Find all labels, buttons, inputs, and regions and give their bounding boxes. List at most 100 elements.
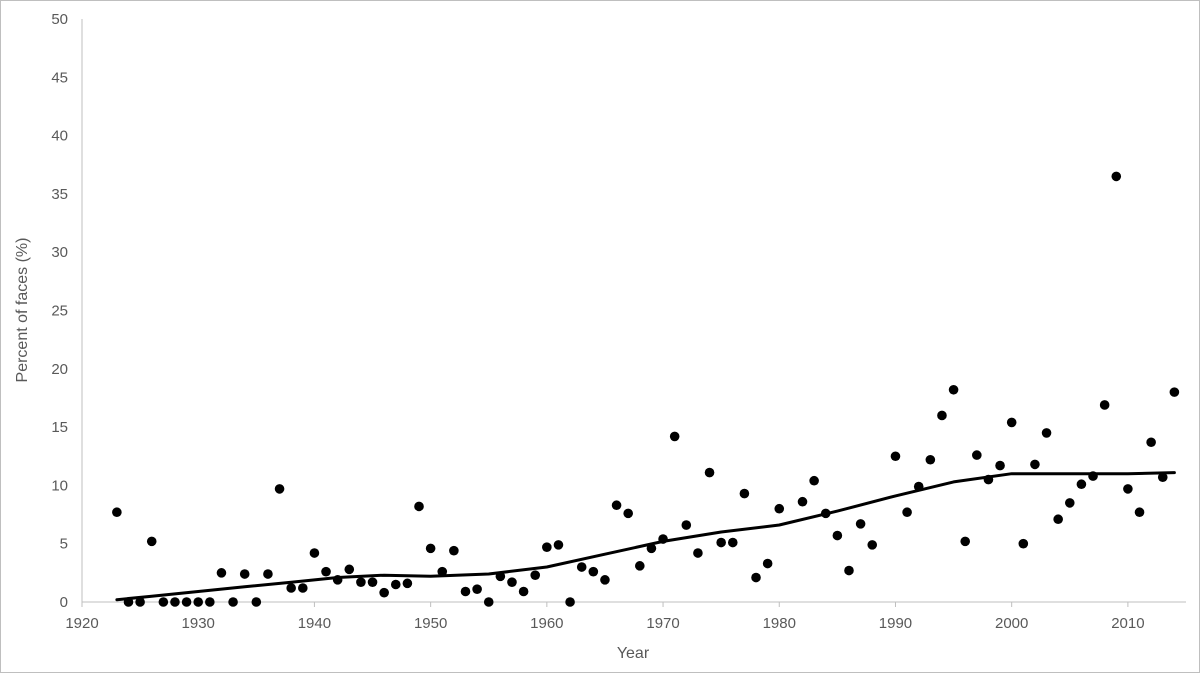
data-point [972,450,982,460]
data-point [1099,400,1110,410]
data-point [739,488,750,499]
y-tick-label: 35 [51,186,68,203]
data-point [774,503,785,514]
data-point [937,410,947,421]
data-point [1041,428,1052,438]
data-point [553,540,564,550]
data-point [263,569,273,579]
data-point [425,543,436,554]
data-point [414,501,424,512]
x-tick-label: 1970 [646,615,679,632]
data-point [460,586,471,597]
x-axis-title: Year [617,645,650,662]
data-points [112,171,1180,607]
data-point [321,566,331,577]
data-point [623,508,633,519]
y-tick-label: 25 [51,303,68,320]
data-point [239,569,250,579]
data-point [1064,498,1075,508]
data-point [1169,387,1180,397]
data-point [1111,171,1122,182]
data-point [809,475,819,486]
data-point [251,597,262,607]
data-point [855,519,866,529]
y-tick-label: 0 [60,594,68,611]
data-point [286,583,296,593]
data-point [344,564,355,575]
data-point [379,587,389,598]
data-point [507,577,517,587]
data-point [437,566,448,577]
data-point [1157,472,1168,483]
y-axis-ticks: 0 5 10 15 20 25 30 35 40 45 50 [51,11,68,611]
x-tick-label: 1930 [182,615,215,632]
data-point [449,545,459,556]
data-point [751,572,761,583]
x-tick-label: 1920 [65,615,98,632]
y-axis-title: Percent of faces (%) [14,238,31,383]
data-point [170,597,180,607]
data-point [205,597,215,607]
data-point [635,561,645,571]
y-tick-label: 10 [51,477,68,494]
data-point [1030,459,1040,470]
data-point [600,575,610,585]
data-point [390,579,401,590]
data-point [146,536,157,547]
data-point [960,536,970,547]
data-point [216,568,227,578]
y-tick-label: 20 [51,361,68,378]
x-tick-label: 2010 [1111,615,1144,632]
data-point [1134,507,1145,518]
data-point [367,577,378,587]
data-point [158,597,169,607]
x-tick-label: 1950 [414,615,447,632]
data-point [1146,437,1156,448]
data-point [867,540,878,550]
data-point [948,384,959,395]
data-point [681,520,692,530]
data-point [576,562,587,572]
data-point [356,577,366,587]
y-tick-label: 50 [51,11,68,28]
data-point [693,548,703,558]
data-point [1123,484,1133,494]
data-point [902,507,912,518]
data-point [1053,514,1063,525]
x-tick-label: 1990 [879,615,912,632]
data-point [472,584,482,594]
data-point [565,597,575,607]
data-point [483,597,494,607]
data-point [762,558,773,569]
y-tick-label: 5 [60,536,68,553]
data-point [181,597,192,607]
x-axis-ticks: 1920 1930 1940 1950 1960 1970 1980 1990 2000 2010 [65,602,1145,632]
x-tick-label: 1940 [298,615,331,632]
data-point [530,570,541,580]
y-tick-label: 15 [51,419,68,436]
data-point [925,454,936,465]
data-point [309,548,320,558]
data-point [518,586,529,597]
data-point [704,467,715,478]
y-tick-label: 30 [51,244,68,261]
data-point [193,597,204,607]
data-point [542,542,552,552]
data-point [298,583,308,593]
data-point [112,507,122,518]
trend-line [115,471,1176,602]
data-point [995,460,1005,471]
data-point [727,537,738,548]
data-point [716,537,726,548]
x-tick-label: 2000 [995,615,1028,632]
y-tick-label: 45 [51,69,68,86]
data-point [228,597,238,607]
data-point [1006,417,1017,428]
data-point [844,565,854,576]
data-point [1076,479,1087,490]
data-point [611,500,622,511]
data-point [832,530,843,541]
data-point [669,431,680,442]
data-point [402,578,413,589]
